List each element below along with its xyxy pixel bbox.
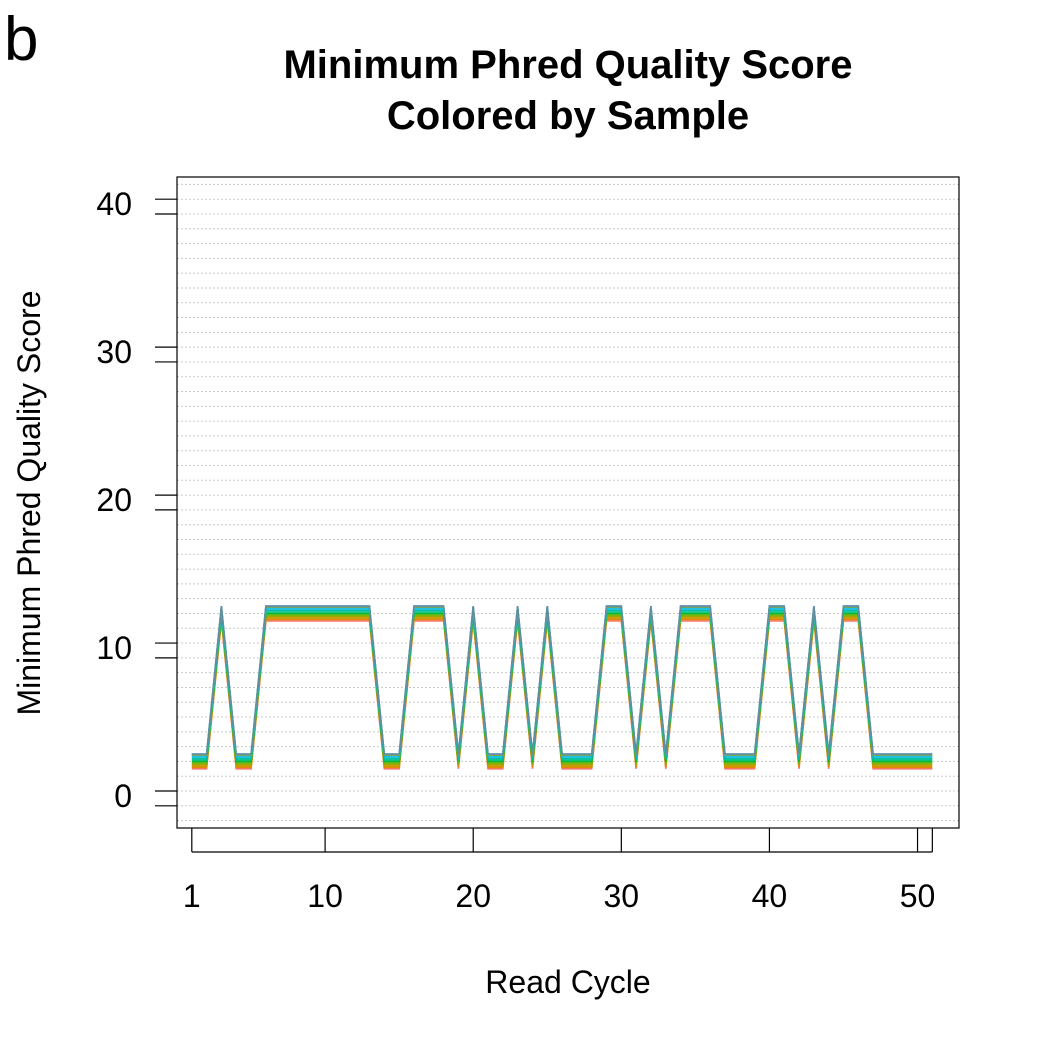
x-tick-label: 1 (183, 878, 201, 914)
series-lines (191, 605, 933, 770)
y-axis-label: Minimum Phred Quality Score (11, 290, 47, 715)
x-tick-label: 50 (900, 878, 936, 914)
x-tick-label: 10 (307, 878, 343, 914)
y-tick-label: 20 (96, 482, 132, 518)
x-tick-label: 20 (455, 878, 491, 914)
chart-title-line-2: Colored by Sample (387, 94, 749, 138)
grid-lines (177, 183, 959, 822)
y-tick-label: 30 (96, 334, 132, 370)
x-tick-label: 30 (604, 878, 640, 914)
x-tick-label: 40 (752, 878, 788, 914)
series-line-13 (191, 605, 933, 755)
x-axis-label: Read Cycle (485, 964, 650, 1000)
y-tick-label: 0 (114, 778, 132, 814)
y-tick-label: 10 (96, 630, 132, 666)
y-tick-label: 40 (96, 186, 132, 222)
chart-title-line-1: Minimum Phred Quality Score (283, 43, 852, 87)
panel-label: b (4, 5, 38, 74)
plot-frame (176, 176, 960, 829)
axes: 0 10 20 30 40 1 10 20 30 40 50 (96, 186, 935, 914)
